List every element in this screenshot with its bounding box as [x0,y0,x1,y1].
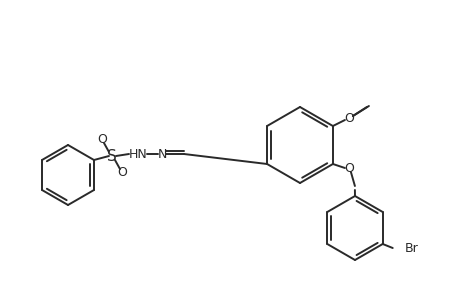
Text: HN: HN [129,148,147,160]
Text: N: N [157,148,166,160]
Text: O: O [117,167,127,179]
Text: O: O [343,112,353,124]
Text: O: O [343,161,353,175]
Text: S: S [107,148,117,164]
Text: O: O [97,133,106,146]
Text: Br: Br [404,242,418,256]
